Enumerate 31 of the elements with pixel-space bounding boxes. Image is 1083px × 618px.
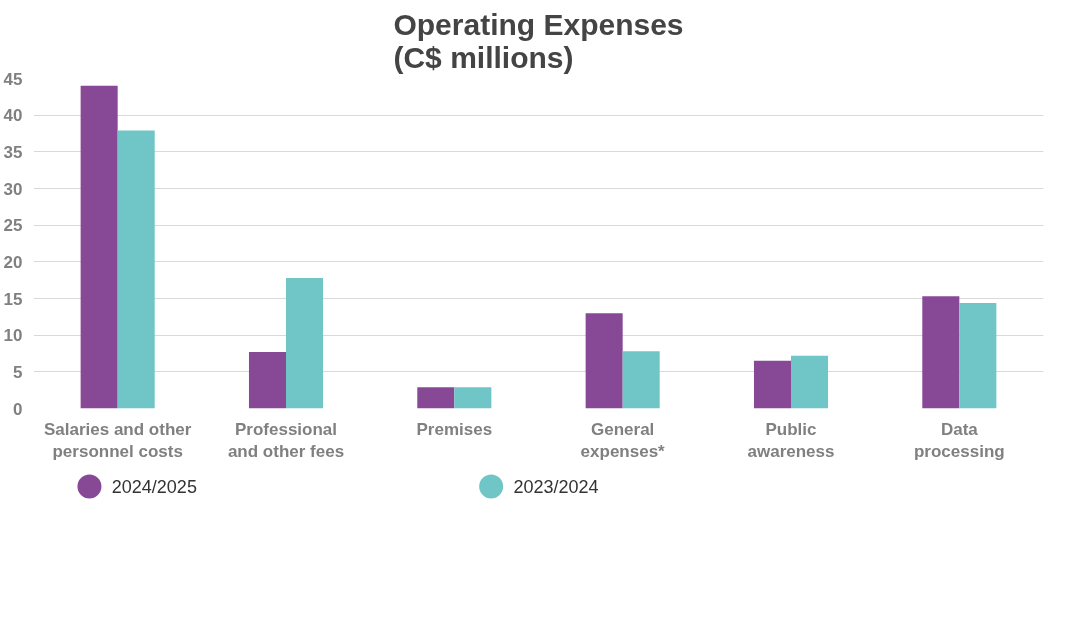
legend-label: 2024/2025 [111, 476, 197, 497]
x-tick-label: Premises [416, 419, 493, 439]
bar [959, 302, 997, 409]
x-tick-label: Salaries and other personnel costs [43, 419, 192, 462]
bar [622, 351, 660, 409]
x-tick-label: General expenses* [580, 419, 666, 462]
bar [791, 355, 829, 409]
x-tick-label: Professional and other fees [227, 419, 345, 462]
y-tick-label: 15 [3, 289, 23, 309]
bar [922, 296, 960, 409]
y-tick-label: 20 [3, 252, 23, 272]
bar [117, 130, 155, 409]
bar [417, 387, 455, 409]
y-tick-label: 45 [3, 69, 23, 89]
legend-label: 2023/2024 [513, 476, 599, 497]
y-tick-label: 35 [3, 142, 23, 162]
x-tick-label: Public awareness [747, 419, 835, 462]
x-tick-label: Data processing [913, 419, 1005, 462]
bar [80, 85, 118, 409]
chart-title: Operating Expenses (C$ millions) [393, 7, 684, 74]
y-tick-label: 40 [3, 106, 23, 126]
bar [248, 352, 286, 409]
y-tick-label: 0 [13, 399, 23, 419]
y-tick-label: 25 [3, 216, 23, 236]
y-tick-label: 30 [3, 179, 23, 199]
bar [454, 387, 492, 409]
y-tick-label: 10 [3, 326, 23, 346]
y-tick-label: 5 [13, 362, 23, 382]
bar [286, 277, 324, 409]
bar [585, 313, 623, 409]
bar [753, 360, 791, 409]
